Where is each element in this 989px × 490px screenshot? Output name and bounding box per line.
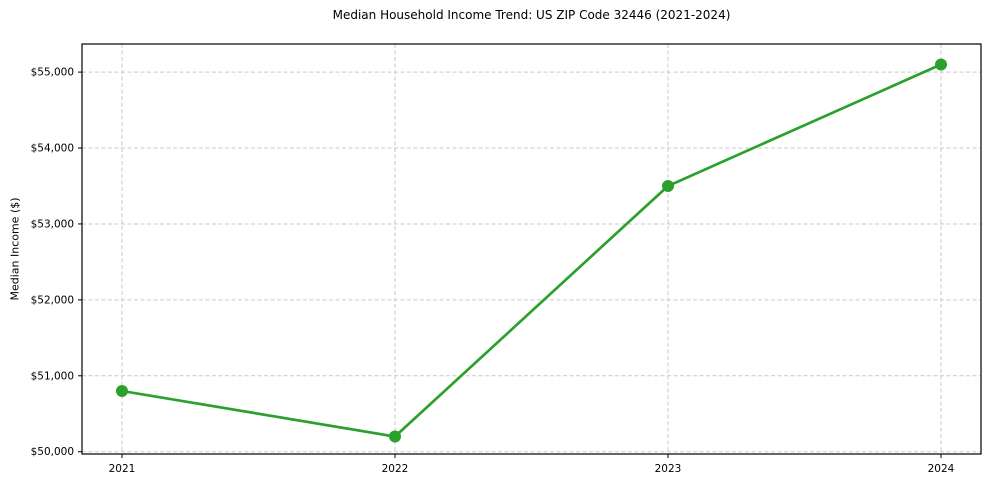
y-tick-label: $50,000 — [31, 446, 74, 458]
chart-title: Median Household Income Trend: US ZIP Co… — [332, 8, 731, 22]
y-tick-label: $54,000 — [31, 143, 74, 155]
axes-spines — [81, 43, 982, 455]
data-point-marker — [116, 384, 128, 397]
x-tick-label: 2022 — [382, 463, 409, 475]
x-tick-label: 2023 — [655, 463, 682, 475]
y-tick-label: $52,000 — [31, 294, 74, 306]
x-tick-label: 2021 — [109, 463, 136, 475]
trend-line — [120, 63, 943, 438]
x-tick-label: 2024 — [928, 463, 955, 475]
data-point-marker — [662, 179, 674, 192]
y-tick-label: $51,000 — [31, 370, 74, 382]
y-tick-label: $53,000 — [31, 218, 74, 230]
y-tick-label: $55,000 — [31, 67, 74, 79]
data-point-marker — [935, 58, 947, 71]
data-point-marker — [389, 430, 401, 443]
